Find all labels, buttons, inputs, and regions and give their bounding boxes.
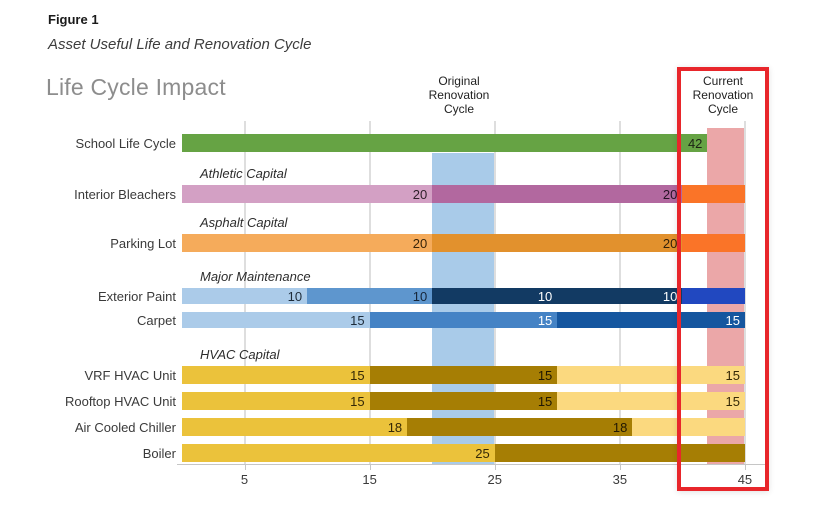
bar-segment: 18 xyxy=(407,418,633,436)
tick-mark-15 xyxy=(369,464,371,470)
bar-segment: 10 xyxy=(557,288,683,304)
group-label: Major Maintenance xyxy=(200,269,311,284)
bar-segment: 42 xyxy=(182,134,708,152)
gridline-45 xyxy=(743,121,746,464)
tick-label-35: 35 xyxy=(612,472,628,487)
figure-caption: Asset Useful Life and Renovation Cycle xyxy=(48,36,312,53)
tick-label-45: 45 xyxy=(737,472,753,487)
bar-segment: 15 xyxy=(369,312,558,328)
tick-mark-25 xyxy=(494,464,496,470)
original-renovation-cycle-band xyxy=(432,153,495,464)
bar-segment: 20 xyxy=(182,234,433,252)
bar-segment: 20 xyxy=(432,185,683,203)
bar-segment: 25 xyxy=(182,444,495,462)
bar-segment: 18 xyxy=(182,418,408,436)
bar-segment xyxy=(632,418,745,436)
bar-segment: 10 xyxy=(182,288,308,304)
group-label: HVAC Capital xyxy=(200,347,280,362)
tick-label-5: 5 xyxy=(240,472,249,487)
row-label: Rooftop HVAC Unit xyxy=(64,393,176,409)
x-axis-line xyxy=(177,464,769,465)
bar-segment xyxy=(494,444,745,462)
bar-segment: 20 xyxy=(182,185,433,203)
bar-segment: 15 xyxy=(557,366,745,384)
bar-segment: 15 xyxy=(182,366,370,384)
bar-segment: 15 xyxy=(369,392,558,410)
row-label: Boiler xyxy=(142,445,176,461)
bar-segment: 20 xyxy=(432,234,683,252)
current-renovation-cycle-header: Current Renovation Cycle xyxy=(692,74,754,116)
group-label: Athletic Capital xyxy=(200,166,287,181)
row-label: VRF HVAC Unit xyxy=(84,367,177,383)
row-label: Carpet xyxy=(136,312,176,328)
bar-segment xyxy=(682,185,745,203)
tick-mark-35 xyxy=(619,464,621,470)
tick-label-25: 25 xyxy=(487,472,502,487)
bar-segment xyxy=(682,288,745,304)
current-cycle-highlight-box xyxy=(677,67,769,491)
bar-segment: 15 xyxy=(182,312,370,328)
tick-mark-5 xyxy=(244,464,246,470)
row-label: Parking Lot xyxy=(110,235,176,251)
bar-segment: 10 xyxy=(432,288,558,304)
bar-segment xyxy=(682,234,745,252)
bar-segment: 10 xyxy=(307,288,433,304)
tick-mark-45 xyxy=(744,464,746,470)
tick-label-15: 15 xyxy=(362,472,377,487)
bar-segment: 15 xyxy=(369,366,558,384)
row-label: Interior Bleachers xyxy=(74,186,176,202)
original-renovation-cycle-header: Original Renovation Cycle xyxy=(428,74,490,116)
group-label: Asphalt Capital xyxy=(200,215,288,230)
bar-segment: 15 xyxy=(182,392,370,410)
figure-label: Figure 1 xyxy=(48,12,99,27)
row-label: Air Cooled Chiller xyxy=(74,419,176,435)
row-label: School Life Cycle xyxy=(75,135,176,151)
bar-segment: 15 xyxy=(557,312,745,328)
bar-segment: 15 xyxy=(557,392,745,410)
row-label: Exterior Paint xyxy=(97,288,176,304)
chart-title: Life Cycle Impact xyxy=(46,74,226,100)
